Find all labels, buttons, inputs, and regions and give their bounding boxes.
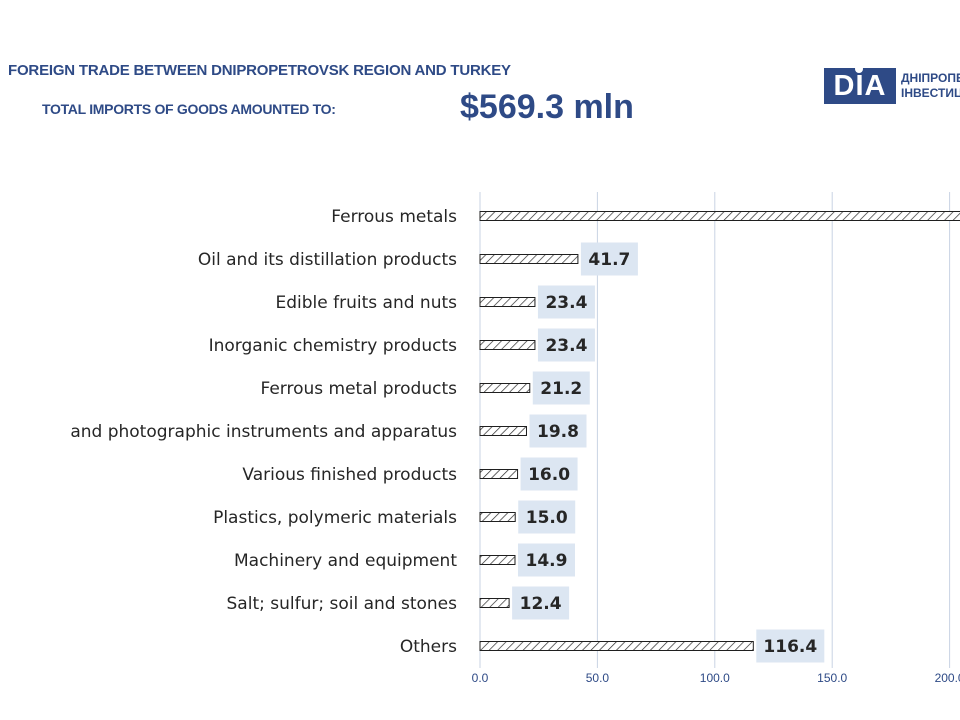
x-tick-label: 200.0 xyxy=(935,671,960,685)
dia-logo-text: ДНІПРОПЕТРОВСЬКЕ ІНВЕСТИЦІЙНЕ xyxy=(901,71,960,100)
chart-title: FOREIGN TRADE BETWEEN DNIPROPETROVSK REG… xyxy=(8,62,511,79)
bar xyxy=(479,340,536,350)
total-imports-label: TOTAL IMPORTS OF GOODS AMOUNTED TO: xyxy=(42,101,336,117)
imports-bar-chart: Ferrous metals Oil and its distillation p… xyxy=(70,192,960,685)
data-label: 116.4 xyxy=(763,637,817,657)
bar xyxy=(479,555,516,565)
category-label: Edible fruits and nuts xyxy=(276,293,458,313)
data-label-box xyxy=(580,242,638,276)
data-label-box xyxy=(518,500,576,534)
data-label: 15.0 xyxy=(526,508,568,528)
category-label: Machinery and equipment xyxy=(234,551,457,571)
x-tick-label: 0.0 xyxy=(472,671,489,685)
dia-logo: DIA ДНІПРОПЕТРОВСЬКЕ ІНВЕСТИЦІЙНЕ xyxy=(824,68,960,104)
bar xyxy=(479,598,510,608)
bar xyxy=(479,641,754,651)
bar xyxy=(479,426,527,436)
data-label-box xyxy=(532,371,590,405)
category-label: and photographic instruments and apparat… xyxy=(70,422,457,442)
data-label-box xyxy=(529,414,587,448)
data-label: 12.4 xyxy=(520,594,562,614)
data-label: 23.4 xyxy=(545,336,587,356)
data-label-box xyxy=(517,543,575,577)
data-label: 21.2 xyxy=(540,379,582,399)
category-label: Others xyxy=(400,637,457,657)
data-label: 14.9 xyxy=(526,551,568,571)
x-tick-label: 100.0 xyxy=(700,671,730,685)
data-label: 16.0 xyxy=(528,465,570,485)
x-tick-label: 150.0 xyxy=(817,671,847,685)
bar xyxy=(479,383,531,393)
data-label-box xyxy=(520,457,578,491)
data-label-box xyxy=(756,629,825,663)
data-label-box xyxy=(512,586,570,620)
data-label: 41.7 xyxy=(588,250,630,270)
data-label: 19.8 xyxy=(537,422,579,442)
data-label-box xyxy=(537,285,595,319)
category-label: Ferrous metals xyxy=(331,207,457,227)
category-label: Various finished products xyxy=(242,465,457,485)
dia-logo-mark: DIA xyxy=(824,68,896,104)
category-label: Salt; sulfur; soil and stones xyxy=(227,594,458,614)
total-imports-value: $569.3 mln xyxy=(460,88,634,126)
category-label: Ferrous metal products xyxy=(260,379,457,399)
bar xyxy=(479,211,960,221)
x-tick-label: 50.0 xyxy=(586,671,610,685)
bar xyxy=(479,297,536,307)
data-label-box xyxy=(537,328,595,362)
category-label: Plastics, polymeric materials xyxy=(213,508,457,528)
bar xyxy=(479,469,519,479)
data-label: 23.4 xyxy=(545,293,587,313)
category-label: Oil and its distillation products xyxy=(198,250,457,270)
bar xyxy=(479,254,579,264)
bar xyxy=(479,512,516,522)
category-label: Inorganic chemistry products xyxy=(209,336,458,356)
